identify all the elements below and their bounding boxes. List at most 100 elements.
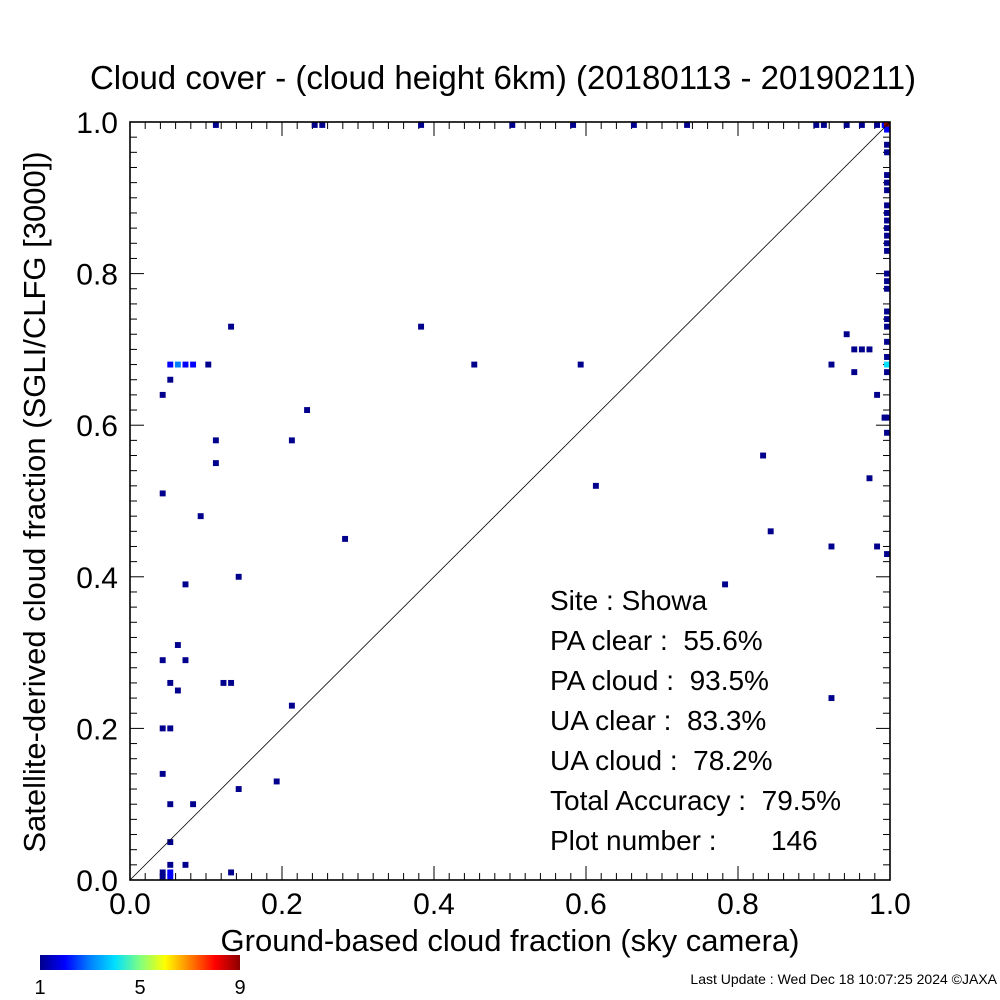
x-tick-label: 1.0 xyxy=(869,888,911,921)
heatmap-cell xyxy=(182,657,189,664)
plot-frame xyxy=(129,121,891,881)
heatmap-cell xyxy=(182,581,189,588)
heatmap-cell xyxy=(684,122,691,128)
heatmap-cell xyxy=(182,861,189,868)
heatmap-cell xyxy=(190,361,197,368)
heatmap-cell xyxy=(767,528,774,535)
heatmap-cell xyxy=(884,323,890,330)
heatmap-cell xyxy=(884,247,890,254)
heatmap-cell xyxy=(319,122,326,128)
y-tick-label: 0.8 xyxy=(76,259,118,292)
heatmap-cells xyxy=(159,122,890,880)
heatmap-cell xyxy=(159,725,166,732)
heatmap-cell xyxy=(212,460,219,467)
heatmap-cell xyxy=(884,316,890,323)
heatmap-cell xyxy=(167,861,174,868)
stats-line: Total Accuracy : 79.5% xyxy=(550,785,841,816)
heatmap-cell xyxy=(874,391,881,398)
y-axis-label: Satellite-derived cloud fraction (SGLI/C… xyxy=(17,151,52,852)
heatmap-cell xyxy=(874,122,881,128)
heatmap-cell xyxy=(884,414,890,421)
y-tick-label: 1.0 xyxy=(76,107,118,140)
heatmap-cell xyxy=(418,323,425,330)
heatmap-cell xyxy=(288,437,295,444)
x-tick-label: 0.6 xyxy=(565,888,607,921)
heatmap-cell xyxy=(884,187,890,194)
heatmap-cell xyxy=(471,361,478,368)
heatmap-cell xyxy=(884,429,890,436)
heatmap-cell xyxy=(167,679,174,686)
heatmap-cell xyxy=(851,369,858,376)
heatmap-cell xyxy=(884,551,890,558)
heatmap-cell xyxy=(592,482,599,489)
stats-box: Site : Showa PA clear : 55.6% PA cloud : 9… xyxy=(550,585,841,856)
heatmap-cell xyxy=(884,285,890,292)
stats-line: Site : Showa xyxy=(550,585,708,616)
one-to-one-line xyxy=(129,121,891,881)
heatmap-cell xyxy=(858,346,865,353)
heatmap-cell xyxy=(159,391,166,398)
colorbar-tick-label: 5 xyxy=(134,977,145,999)
heatmap-cell xyxy=(884,270,890,277)
heatmap-cell xyxy=(843,331,850,338)
heatmap-cell xyxy=(884,240,890,247)
heatmap-cell xyxy=(884,369,890,376)
heatmap-cell xyxy=(197,513,204,520)
heatmap-cell xyxy=(884,202,890,209)
heatmap-cell xyxy=(866,346,873,353)
stats-line: UA cloud : 78.2% xyxy=(550,745,773,776)
heatmap-cell xyxy=(722,581,729,588)
heatmap-cell xyxy=(182,361,189,368)
heatmap-cell xyxy=(212,437,219,444)
heatmap-cell xyxy=(884,217,890,224)
heatmap-cell xyxy=(884,338,890,345)
heatmap-cell xyxy=(159,770,166,777)
heatmap-cell xyxy=(884,172,890,179)
heatmap-cell xyxy=(813,122,820,128)
heatmap-cell xyxy=(228,323,235,330)
stats-line: UA clear : 83.3% xyxy=(550,705,766,736)
heatmap-cell xyxy=(288,702,295,709)
heatmap-cell xyxy=(167,801,174,808)
heatmap-cell xyxy=(858,122,865,128)
heatmap-cell xyxy=(205,361,212,368)
x-axis-label: Ground-based cloud fraction (sky camera) xyxy=(221,923,800,958)
heatmap-cell xyxy=(884,232,890,239)
x-tick-label: 0.0 xyxy=(109,888,151,921)
heatmap-cell xyxy=(235,786,242,792)
heatmap-cell xyxy=(884,225,890,232)
heatmap-cell xyxy=(884,149,890,156)
chart-title: Cloud cover - (cloud height 6km) (201801… xyxy=(90,59,916,96)
heatmap-cell xyxy=(843,122,850,128)
heatmap-cell xyxy=(212,122,219,128)
heatmap-cell xyxy=(630,122,637,128)
colorbar xyxy=(40,955,240,970)
heatmap-cell xyxy=(167,869,174,876)
heatmap-cell xyxy=(828,695,835,702)
heatmap-cell xyxy=(228,869,235,876)
heatmap-cell xyxy=(304,407,311,413)
colorbar-tick-label: 9 xyxy=(234,977,245,999)
heatmap-cell xyxy=(874,543,881,550)
stats-line: Plot number : 146 xyxy=(550,825,818,856)
heatmap-cell xyxy=(167,725,174,732)
heatmap-cell xyxy=(174,361,181,368)
footer-last-update: Last Update : Wed Dec 18 10:07:25 2024 ©… xyxy=(690,971,997,987)
heatmap-cell xyxy=(311,122,318,128)
y-tick-label: 0.4 xyxy=(76,562,118,595)
heatmap-cell xyxy=(228,679,235,686)
heatmap-cell xyxy=(167,874,174,880)
heatmap-cell xyxy=(884,278,890,285)
stats-line: PA cloud : 93.5% xyxy=(550,665,769,696)
heatmap-cell xyxy=(174,642,181,648)
colorbar-labels: 1 5 9 xyxy=(34,977,245,999)
x-tick-label: 0.2 xyxy=(261,888,303,921)
heatmap-cell xyxy=(273,778,280,785)
heatmap-cell xyxy=(159,869,166,876)
heatmap-cell xyxy=(220,679,227,686)
heatmap-cell xyxy=(828,361,835,368)
heatmap-cell xyxy=(570,122,577,128)
heatmap-cell xyxy=(828,543,835,550)
y-tick-label: 0.0 xyxy=(76,865,118,898)
